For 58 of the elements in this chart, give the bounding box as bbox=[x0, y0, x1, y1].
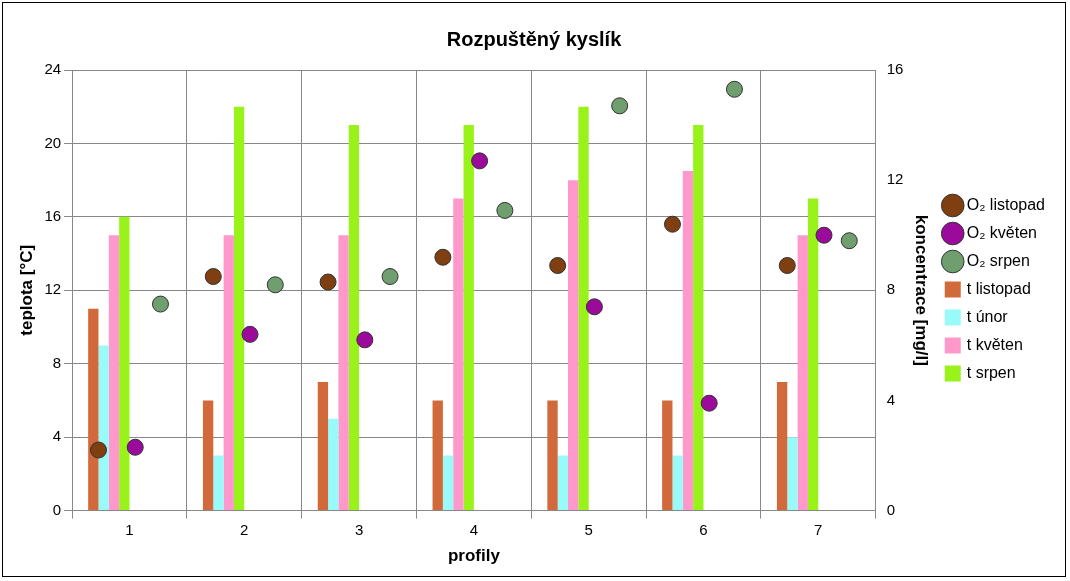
bar bbox=[776, 382, 788, 511]
legend-label: t listopad bbox=[966, 279, 1031, 297]
bar bbox=[547, 400, 558, 511]
x-tick-label: 7 bbox=[814, 520, 823, 538]
y-tick-label: 24 bbox=[44, 60, 62, 78]
x-tick-label: 2 bbox=[240, 520, 249, 538]
y2-tick-label: 0 bbox=[886, 500, 896, 518]
legend-label: O₂ listopad bbox=[966, 195, 1045, 213]
bar bbox=[213, 455, 224, 511]
bar bbox=[797, 235, 808, 511]
bar bbox=[787, 437, 798, 511]
bar bbox=[88, 308, 99, 511]
bar bbox=[98, 345, 109, 511]
y-axis-title: teplota [°C] bbox=[16, 244, 36, 336]
legend-label: O₂ srpen bbox=[966, 251, 1030, 269]
y2-tick-label: 8 bbox=[886, 280, 896, 298]
y2-tick-label: 12 bbox=[886, 170, 904, 188]
y2-tick-label: 4 bbox=[886, 390, 896, 408]
legend-label: O₂ květen bbox=[966, 223, 1037, 241]
bar bbox=[432, 400, 443, 511]
bar bbox=[672, 455, 683, 511]
bar bbox=[557, 455, 569, 511]
x-tick-label: 6 bbox=[699, 520, 708, 538]
bar bbox=[662, 400, 673, 511]
bar bbox=[233, 106, 245, 511]
bar bbox=[317, 382, 329, 511]
y2-tick-label: 16 bbox=[886, 60, 904, 78]
bar bbox=[223, 235, 234, 511]
y-tick-label: 4 bbox=[52, 427, 62, 445]
chart-title: Rozpuštěný kyslík bbox=[446, 27, 623, 50]
bar bbox=[578, 106, 589, 511]
bar bbox=[328, 418, 339, 511]
bar bbox=[442, 455, 454, 511]
bar bbox=[108, 235, 120, 511]
x-tick-label: 3 bbox=[354, 520, 364, 538]
x-tick-label: 1 bbox=[125, 520, 134, 538]
bar bbox=[568, 180, 579, 511]
bar bbox=[463, 125, 474, 511]
bar bbox=[693, 125, 704, 511]
x-tick-label: 4 bbox=[469, 520, 479, 538]
y-tick-label: 12 bbox=[44, 280, 62, 298]
legend-label: t únor bbox=[966, 307, 1009, 325]
y-tick-label: 0 bbox=[52, 500, 62, 518]
legend-label: t květen bbox=[966, 335, 1023, 353]
y2-axis-title: koncentrace [mg/l] bbox=[911, 214, 931, 366]
bar bbox=[348, 125, 360, 511]
bar bbox=[682, 170, 694, 511]
y-tick-label: 8 bbox=[52, 353, 62, 371]
bar bbox=[453, 198, 464, 511]
x-tick-label: 5 bbox=[584, 520, 593, 538]
bar bbox=[807, 198, 819, 511]
y-tick-label: 20 bbox=[44, 133, 62, 151]
bar bbox=[338, 235, 349, 511]
x-axis-title: profily bbox=[447, 546, 501, 566]
bar bbox=[202, 400, 214, 511]
y-tick-label: 16 bbox=[44, 207, 62, 225]
legend-label: t srpen bbox=[966, 363, 1016, 381]
bar bbox=[119, 216, 130, 511]
